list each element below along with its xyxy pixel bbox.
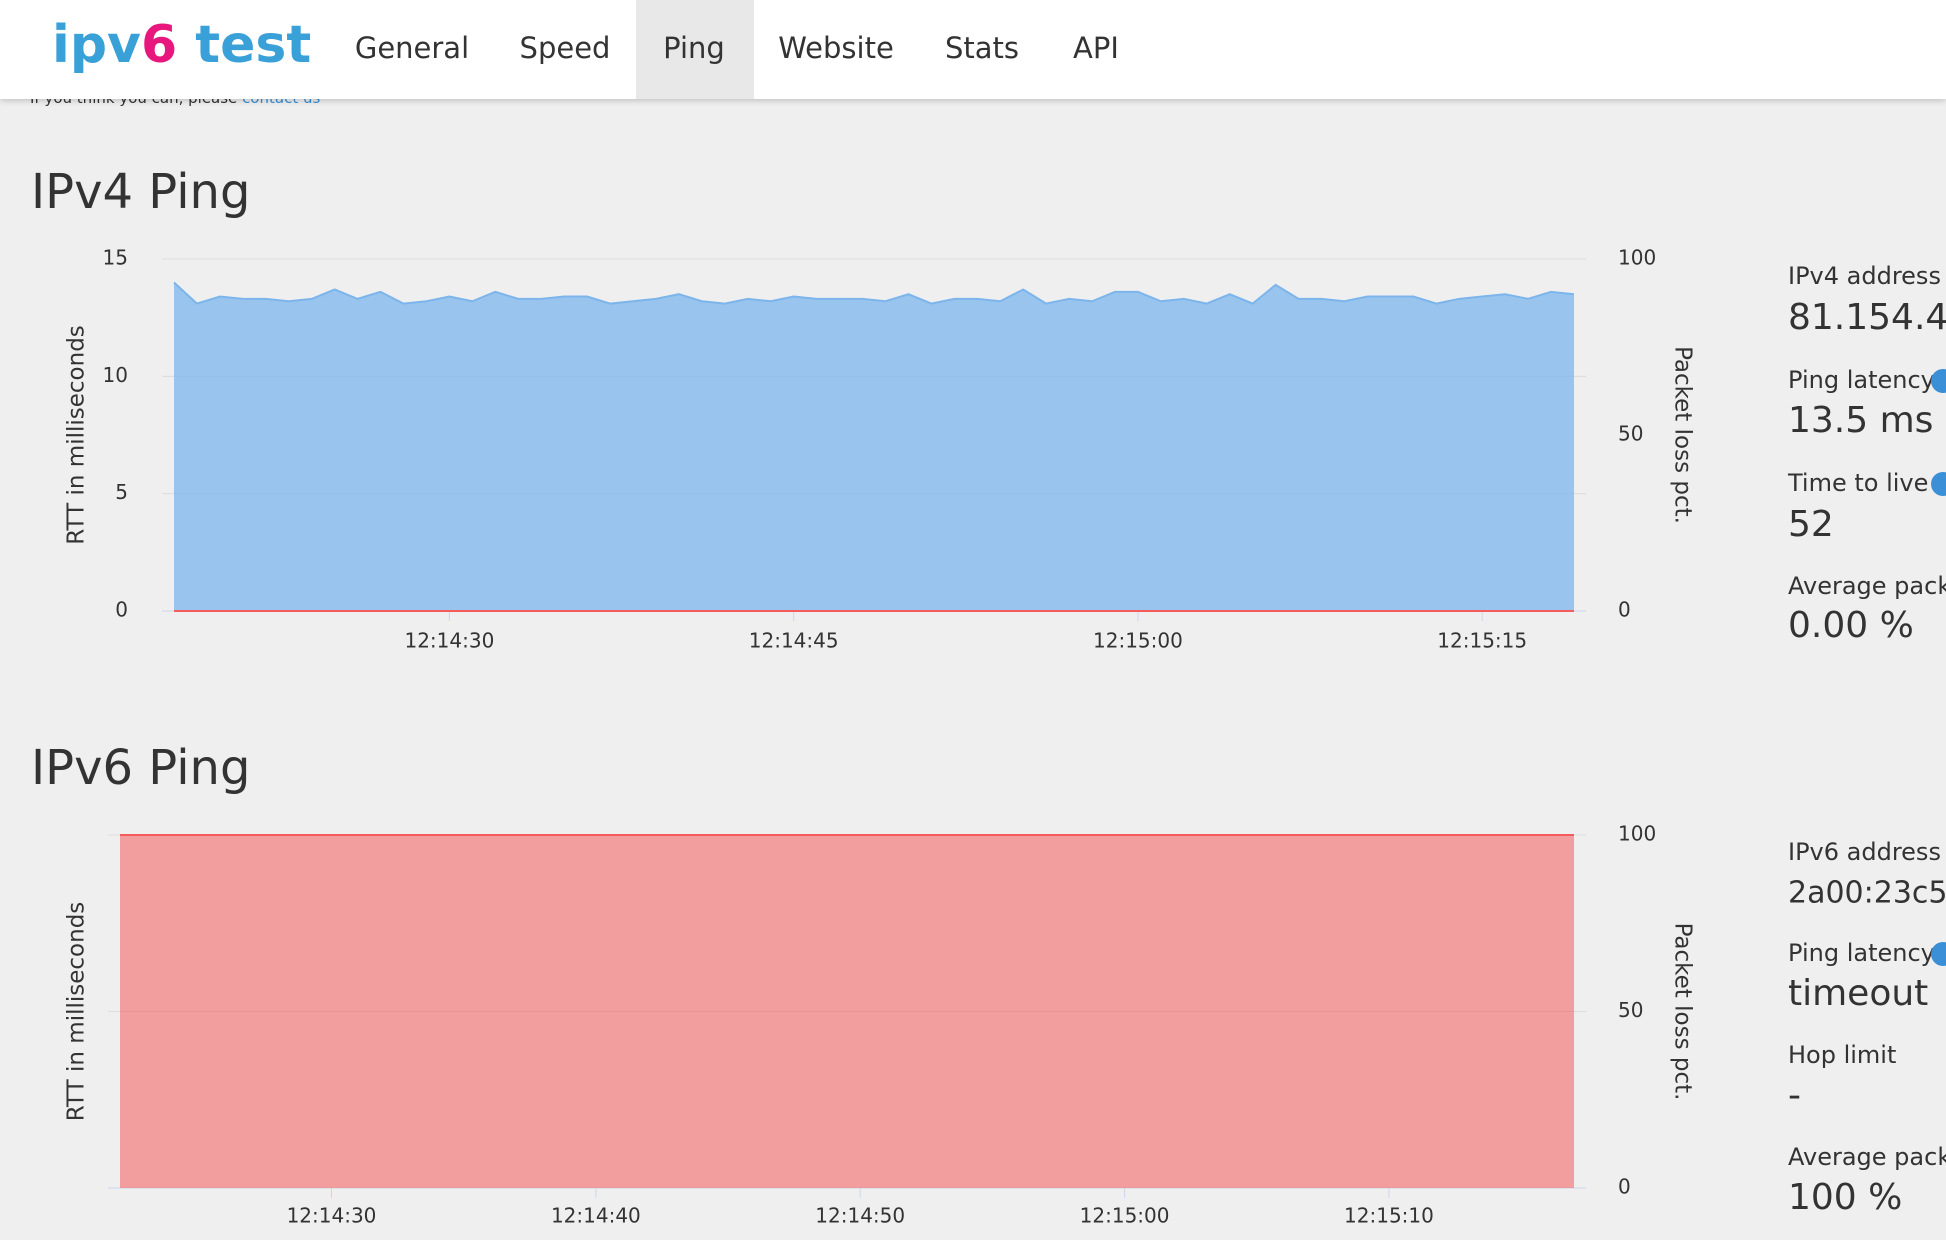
area [120, 835, 1574, 1188]
x-tick-label: 12:14:30 [287, 1204, 377, 1228]
stat-value: 2a00:23c5:2 [1788, 876, 1946, 911]
nav-active [636, 0, 754, 99]
stat-label: Ping latency [1788, 939, 1935, 967]
x-tick-label: 12:14:40 [551, 1204, 641, 1228]
stat-value: 81.154.42 [1788, 297, 1946, 338]
stat-value: 0.00 % [1788, 605, 1914, 646]
stat-label: Hop limit [1788, 1041, 1896, 1069]
y2-tick-label: 50 [1618, 422, 1643, 446]
stat-label: Ping latency [1788, 366, 1935, 394]
line [173, 281, 1575, 305]
nav-item[interactable]: Website [778, 31, 894, 65]
y2-tick-label: 100 [1618, 246, 1656, 270]
y2-axis-title: Packet loss pct. [1670, 346, 1696, 524]
stat-value: 100 % [1788, 1177, 1902, 1218]
y2-axis-title: Packet loss pct. [1670, 923, 1696, 1101]
nav-item[interactable]: General [355, 31, 469, 65]
x-tick-label: 12:14:45 [749, 629, 839, 653]
stat-label: IPv4 address [1788, 262, 1941, 290]
logo-part: 6 [141, 15, 177, 75]
y-tick-label: 15 [103, 246, 128, 270]
y2-tick-label: 0 [1618, 598, 1631, 622]
y-tick-label: 5 [115, 480, 128, 504]
stat-label: Time to live [1787, 469, 1928, 497]
nav-item[interactable]: Stats [945, 31, 1019, 65]
stat-value: - [1788, 1075, 1801, 1116]
x-tick-label: 12:14:50 [815, 1204, 905, 1228]
help-icon[interactable] [1931, 369, 1946, 393]
help-icon[interactable] [1931, 472, 1946, 496]
x-tick-label: 12:15:15 [1437, 629, 1527, 653]
x-tick-label: 12:15:00 [1080, 1204, 1170, 1228]
y2-tick-label: 0 [1618, 1175, 1631, 1199]
y-tick-label: 10 [103, 363, 128, 387]
x-tick-label: 12:14:30 [404, 629, 494, 653]
chart-title: IPv6 Ping [31, 740, 250, 796]
y2-tick-label: 50 [1618, 998, 1643, 1022]
stat-label: IPv6 address [1788, 838, 1941, 866]
stat-value: 13.5 ms [1788, 400, 1933, 441]
y-axis-title: RTT in milliseconds [64, 902, 90, 1122]
area [174, 282, 1574, 611]
help-icon[interactable] [1931, 942, 1946, 966]
chart-title: IPv4 Ping [31, 164, 250, 220]
stat-value: 52 [1788, 504, 1834, 545]
y-tick-label: 0 [115, 598, 128, 622]
logo[interactable]: ipv6 test [52, 15, 311, 75]
stat-value: timeout [1788, 973, 1928, 1014]
x-tick-label: 12:15:10 [1344, 1204, 1434, 1228]
y2-tick-label: 100 [1618, 822, 1656, 846]
stat-label: Average packe [1788, 1143, 1946, 1171]
logo-part: ipv [52, 15, 141, 75]
header [0, 0, 1946, 99]
x-tick-label: 12:15:00 [1093, 629, 1183, 653]
y-axis-title: RTT in milliseconds [64, 325, 90, 545]
nav-item[interactable]: API [1073, 31, 1119, 65]
stat-label: Average packe [1788, 572, 1946, 600]
logo-part: test [177, 15, 311, 75]
nav-item[interactable]: Speed [520, 31, 611, 65]
nav-item[interactable]: Ping [663, 31, 725, 65]
